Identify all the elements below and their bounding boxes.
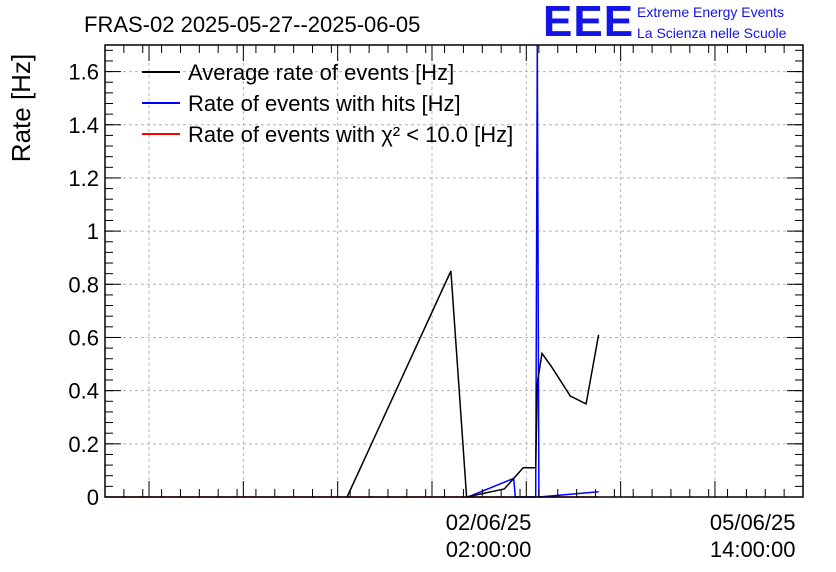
y-tick-label: 0.6 (68, 325, 99, 350)
y-axis-label: Rate [Hz] (6, 54, 36, 162)
x-tick-label-time: 14:00:00 (710, 537, 796, 562)
axis-ticks (104, 45, 804, 498)
x-tick-label-date: 02/06/25 (446, 510, 532, 535)
y-tick-label: 0.2 (68, 432, 99, 457)
x-tick-label-date: 05/06/25 (710, 510, 796, 535)
grid-lines (105, 45, 803, 497)
legend-label: Average rate of events [Hz] (188, 60, 454, 85)
chart-title: FRAS-02 2025-05-27--2025-06-05 (84, 12, 420, 37)
y-tick-label: 1 (87, 219, 99, 244)
logo-line-1: Extreme Energy Events (637, 4, 785, 20)
logo-line-2: La Scienza nelle Scuole (637, 25, 787, 41)
legend-label: Rate of events with χ² < 10.0 [Hz] (188, 122, 513, 147)
plot-frame (104, 44, 804, 498)
y-tick-label: 0 (87, 485, 99, 510)
y-tick-label: 0.4 (68, 379, 99, 404)
y-tick-label: 1.2 (68, 166, 99, 191)
y-tick-labels: 0 0.2 0.4 0.6 0.8 1 1.2 1.4 1.6 (68, 60, 99, 510)
y-tick-label: 1.4 (68, 113, 99, 138)
y-tick-label: 1.6 (68, 60, 99, 85)
legend: Average rate of events [Hz] Rate of event… (142, 60, 513, 147)
x-tick-label-time: 02:00:00 (446, 537, 532, 562)
legend-label: Rate of events with hits [Hz] (188, 91, 461, 116)
series-line-1 (466, 44, 599, 498)
series-line-0 (346, 270, 600, 498)
eee-logo: EEE (543, 0, 635, 46)
y-tick-label: 0.8 (68, 272, 99, 297)
